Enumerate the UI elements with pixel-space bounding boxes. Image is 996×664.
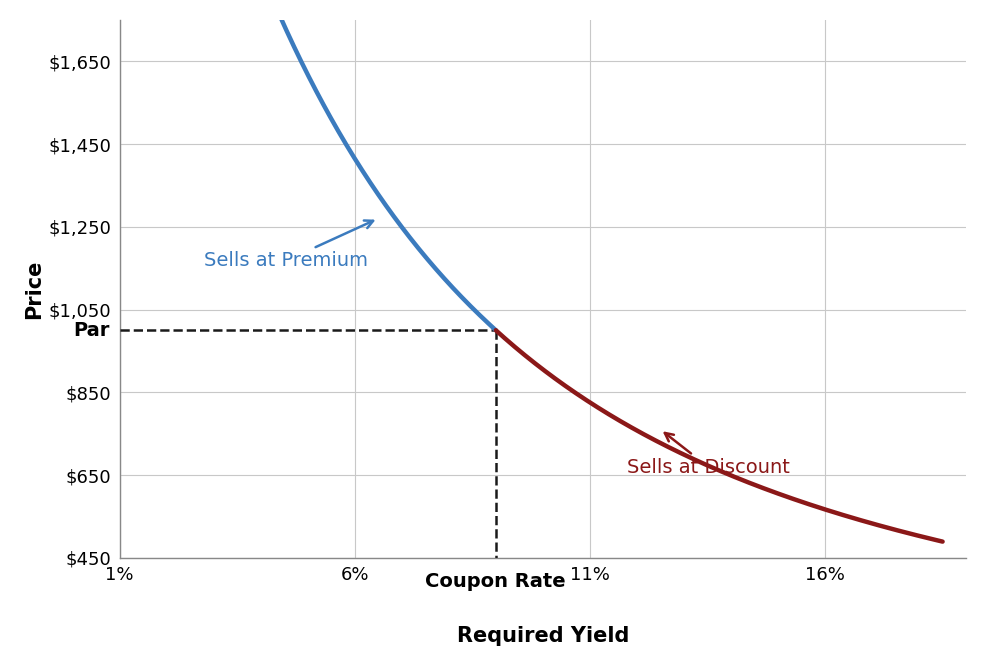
X-axis label: Required Yield: Required Yield (456, 625, 629, 646)
Text: Sells at Premium: Sells at Premium (204, 220, 374, 270)
Text: Sells at Discount: Sells at Discount (627, 433, 791, 477)
Y-axis label: Price: Price (25, 259, 45, 319)
Text: Par: Par (74, 321, 111, 340)
Text: Coupon Rate: Coupon Rate (425, 572, 566, 591)
